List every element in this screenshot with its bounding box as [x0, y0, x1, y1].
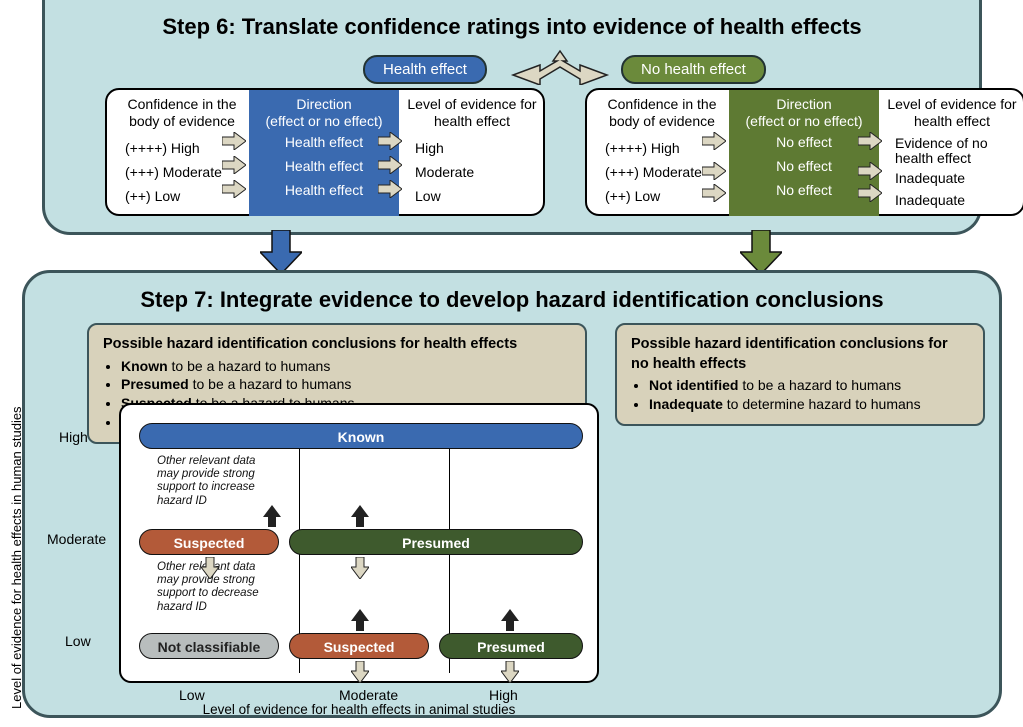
xtick-high: High [489, 687, 518, 703]
step7-right-box: Possible hazard identification conclusio… [615, 323, 985, 426]
right-box-list: Not identified to be a hazard to humansI… [649, 376, 969, 414]
list-item: Presumed to be a hazard to humans [121, 375, 571, 394]
step6-title: Step 6: Translate confidence ratings int… [45, 14, 979, 40]
col-direction-noeffect: Direction (effect or no effect) No effec… [729, 90, 879, 216]
arrow-right-icon [858, 184, 882, 202]
col-level-nohealth: Level of evidence for health effect Evid… [885, 96, 1019, 130]
list-item: Not identified to be a hazard to humans [649, 376, 969, 395]
arrow-right-icon [222, 156, 246, 174]
list-item: Inadequate to determine hazard to humans [649, 395, 969, 414]
badge-no-health-effect: No health effect [621, 55, 766, 84]
ytick-high: High [59, 429, 88, 445]
note-increase: Other relevant data may provide strong s… [157, 455, 277, 508]
step7-title: Step 7: Integrate evidence to develop ha… [25, 287, 999, 313]
matrix: Known Other relevant data may provide st… [119, 403, 599, 683]
xtick-low: Low [179, 687, 205, 703]
down-arrow-icon-3 [351, 661, 369, 683]
pill-notclass: Not classifiable [139, 633, 279, 659]
arrow-down-blue [260, 230, 302, 274]
up-arrow-icon [351, 505, 369, 527]
ytick-moderate: Moderate [47, 531, 106, 547]
arrow-right-icon [702, 162, 726, 180]
pill-suspected-low: Suspected [289, 633, 429, 659]
down-arrow-icon-2 [351, 557, 369, 579]
arrow-right-icon [222, 180, 246, 198]
step6-panel: Step 6: Translate confidence ratings int… [42, 0, 982, 235]
col-confidence-2: Confidence in the body of evidence (++++… [595, 96, 729, 130]
matrix-wrap: High Moderate Low Known Other relevant d… [59, 403, 609, 713]
arrow-right-icon [378, 156, 402, 174]
step6-right-card: Confidence in the body of evidence (++++… [585, 88, 1023, 216]
arrow-right-icon [702, 184, 726, 202]
y-axis-label: Level of evidence for health effects in … [9, 393, 25, 723]
up-arrow-icon-4 [263, 505, 281, 527]
arrow-right-icon [378, 180, 402, 198]
pill-known: Known [139, 423, 583, 449]
badge-health-effect: Health effect [363, 55, 487, 84]
col-confidence: Confidence in the body of evidence (++++… [115, 96, 249, 130]
arrow-right-icon [858, 132, 882, 150]
split-arrow [505, 49, 615, 85]
down-arrow-icon [201, 557, 219, 579]
col-direction-health: Direction (effect or no effect) Health e… [249, 90, 399, 216]
step7-panel: Step 7: Integrate evidence to develop ha… [22, 270, 1002, 718]
pill-suspected-mid: Suspected [139, 529, 279, 555]
up-arrow-icon-2 [351, 609, 369, 631]
arrow-right-icon [378, 132, 402, 150]
pill-presumed-mid: Presumed [289, 529, 583, 555]
col-level-health: Level of evidence for health effect High… [405, 96, 539, 130]
list-item: Known to be a hazard to humans [121, 357, 571, 376]
arrow-down-olive [740, 230, 782, 274]
down-arrow-icon-4 [501, 661, 519, 683]
arrow-right-icon [858, 162, 882, 180]
up-arrow-icon-3 [501, 609, 519, 631]
arrow-right-icon [702, 132, 726, 150]
arrow-right-icon [222, 132, 246, 150]
pill-presumed-low: Presumed [439, 633, 583, 659]
x-axis-label: Level of evidence for health effects in … [179, 702, 539, 717]
step6-left-card: Confidence in the body of evidence (++++… [105, 88, 545, 216]
ytick-low: Low [65, 633, 91, 649]
xtick-moderate: Moderate [339, 687, 398, 703]
